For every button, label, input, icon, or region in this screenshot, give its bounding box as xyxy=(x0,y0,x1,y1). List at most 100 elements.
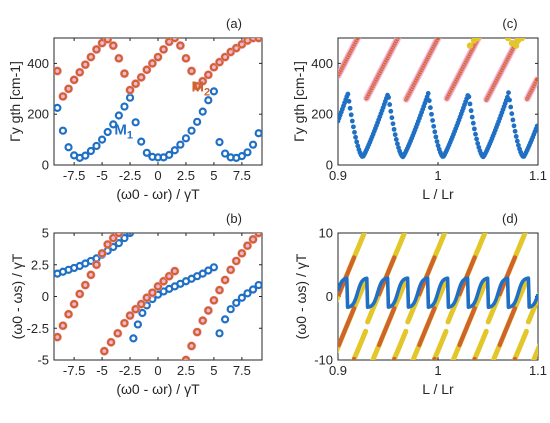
data-point xyxy=(181,54,191,63)
data-line xyxy=(218,359,233,396)
data-line xyxy=(259,308,274,345)
data-line xyxy=(247,331,285,423)
data-line xyxy=(377,306,397,348)
data-point xyxy=(54,66,62,76)
y-tick-label: -2.5 xyxy=(27,321,49,336)
data-point xyxy=(430,118,435,123)
data-point xyxy=(165,150,174,159)
data-point xyxy=(220,52,230,62)
y-tick-label: 2.5 xyxy=(31,257,49,272)
data-point xyxy=(387,102,393,107)
data-point xyxy=(187,341,196,351)
data-line xyxy=(537,344,538,346)
data-point xyxy=(351,124,356,130)
data-point xyxy=(92,45,101,54)
data-point xyxy=(475,141,481,146)
x-tick-label: 1.1 xyxy=(529,168,547,183)
data-point xyxy=(125,85,135,95)
data-point xyxy=(506,90,511,96)
data-point xyxy=(137,73,146,82)
data-point xyxy=(428,105,433,111)
data-point xyxy=(509,111,515,117)
data-point xyxy=(510,117,516,123)
data-point xyxy=(193,117,202,126)
data-point xyxy=(198,316,207,325)
data-point xyxy=(109,120,118,129)
data-point xyxy=(97,38,107,48)
data-line xyxy=(512,356,517,360)
data-point xyxy=(142,293,151,302)
data-point xyxy=(92,260,101,269)
data-point xyxy=(109,41,118,50)
data-point xyxy=(113,329,122,338)
x-tick-label: 0.9 xyxy=(329,168,347,183)
data-point xyxy=(226,47,235,57)
data-point xyxy=(512,42,520,49)
x-tick-label: 7.5 xyxy=(233,168,251,183)
data-line xyxy=(338,255,357,297)
data-point xyxy=(426,98,432,104)
data-line xyxy=(457,306,477,348)
data-point xyxy=(70,300,79,309)
data-point xyxy=(232,44,241,53)
data-point xyxy=(170,38,179,43)
data-point xyxy=(512,128,518,134)
data-point xyxy=(129,334,138,343)
plot-area xyxy=(338,38,538,160)
data-point xyxy=(125,311,135,320)
data-point xyxy=(346,98,352,104)
annotation-main: M xyxy=(114,122,127,139)
data-point xyxy=(534,123,538,129)
data-point xyxy=(516,142,521,148)
series-annotation: M2 xyxy=(192,78,211,98)
data-point xyxy=(209,296,219,305)
data-point xyxy=(254,280,262,290)
data-point xyxy=(142,148,151,157)
data-line xyxy=(350,328,369,360)
data-point xyxy=(198,77,207,86)
data-point xyxy=(395,141,400,147)
data-point xyxy=(64,84,73,93)
data-point xyxy=(472,126,477,132)
data-line xyxy=(525,292,538,325)
data-point xyxy=(193,82,202,91)
panel-label: (c) xyxy=(502,16,517,31)
data-point xyxy=(58,92,68,101)
data-point xyxy=(390,121,396,127)
data-line xyxy=(537,293,538,296)
data-point xyxy=(58,126,68,135)
data-line xyxy=(472,356,477,360)
data-point xyxy=(138,308,147,318)
data-point xyxy=(469,114,475,120)
data-point xyxy=(254,129,262,138)
data-point xyxy=(198,107,207,116)
data-point xyxy=(125,233,135,238)
data-point xyxy=(133,320,142,329)
data-point xyxy=(148,288,157,297)
data-point xyxy=(243,241,252,250)
plot-area xyxy=(54,38,262,162)
y-tick-label: 0 xyxy=(326,158,333,173)
x-tick-label: 1 xyxy=(434,168,441,183)
data-point xyxy=(114,54,123,63)
plot-area xyxy=(218,233,538,423)
data-point xyxy=(514,138,520,144)
data-point xyxy=(181,134,191,143)
plot-area xyxy=(54,233,262,360)
data-point xyxy=(64,143,73,152)
data-point xyxy=(181,355,191,360)
data-point xyxy=(435,38,441,41)
y-tick-label: 400 xyxy=(311,56,333,71)
data-point xyxy=(432,129,438,135)
x-tick-label: 5 xyxy=(210,168,217,183)
data-point xyxy=(431,123,437,129)
data-point xyxy=(474,38,482,42)
x-tick-label: -2.5 xyxy=(119,363,141,378)
data-point xyxy=(97,135,107,144)
y-tick-label: 0 xyxy=(326,289,333,304)
data-point xyxy=(193,327,202,337)
data-point xyxy=(86,52,96,62)
data-point xyxy=(131,118,140,127)
data-point xyxy=(435,143,441,149)
